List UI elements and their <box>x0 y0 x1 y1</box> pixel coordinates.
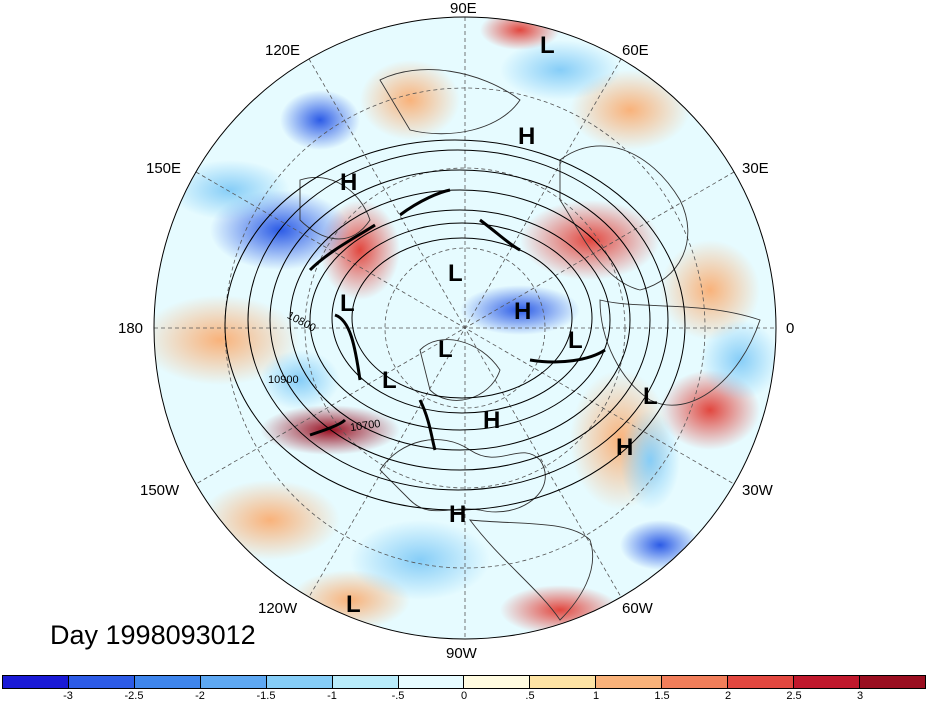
colorbar-swatch <box>200 676 267 688</box>
lon-label-120e: 120E <box>265 42 301 59</box>
pressure-center: L <box>382 367 397 394</box>
colorbar-swatch <box>662 676 729 688</box>
colorbar-tick-label: 3 <box>856 690 864 702</box>
contour-label: 10900 <box>268 374 299 386</box>
pressure-center: H <box>514 298 532 325</box>
pressure-center: L <box>540 32 555 59</box>
colorbar-ticks: -3 -2.5 -2 -1.5 -1 -.5 0 .5 1 1.5 2 2.5 3 <box>0 690 928 702</box>
height-contours <box>224 139 686 511</box>
lon-label-120w: 120W <box>258 600 298 617</box>
colorbar-tick-label: 2 <box>724 690 732 702</box>
lon-label-90w: 90W <box>446 645 477 662</box>
pressure-center: H <box>449 501 467 528</box>
colorbar-swatch <box>398 676 465 688</box>
pressure-center: H <box>483 407 501 434</box>
pressure-center: L <box>568 327 583 354</box>
colorbar-tick-label: .5 <box>525 690 535 702</box>
lon-label-0: 0 <box>786 320 795 337</box>
colorbar-swatch <box>266 676 333 688</box>
colorbar-swatch <box>3 676 69 688</box>
lon-label-180: 180 <box>118 320 144 337</box>
lon-label-90e: 90E <box>450 0 477 17</box>
colorbar-swatch <box>728 676 795 688</box>
colorbar-tick-label: 1.5 <box>654 690 670 702</box>
colorbar-tick-label: -2 <box>195 690 205 702</box>
colorbar-tick-label: -.5 <box>391 690 405 702</box>
map-border <box>153 16 777 640</box>
colorbar-tick-label: 1 <box>592 690 600 702</box>
colorbar-tick-label: 2.5 <box>786 690 802 702</box>
pressure-center: L <box>340 290 355 317</box>
coastlines <box>299 69 761 621</box>
pressure-center: L <box>643 383 658 410</box>
colorbar-tick-label: 0 <box>460 690 468 702</box>
colorbar-tick-label: -1.5 <box>256 690 276 702</box>
lon-label-60w: 60W <box>622 600 653 617</box>
pressure-center: H <box>518 123 536 150</box>
lon-label-150e: 150E <box>146 160 182 177</box>
colorbar-swatch <box>859 676 925 688</box>
lon-label-150w: 150W <box>140 482 180 499</box>
lon-label-60e: 60E <box>622 42 649 59</box>
anomaly-field <box>154 17 776 639</box>
colorbar-swatch <box>464 676 531 688</box>
graticule <box>154 17 776 639</box>
jet-streaks <box>308 188 606 451</box>
pressure-center: H <box>616 434 634 461</box>
colorbar-swatch <box>332 676 399 688</box>
colorbar-tick-label: -3 <box>63 690 73 702</box>
pressure-center: L <box>346 591 361 618</box>
lon-label-30e: 30E <box>742 160 769 177</box>
pressure-center: L <box>438 336 453 363</box>
colorbar <box>2 675 926 689</box>
pressure-center: L <box>448 260 463 287</box>
colorbar-tick-label: -1 <box>327 690 337 702</box>
date-title: Day 1998093012 <box>50 620 256 650</box>
colorbar-swatch <box>134 676 201 688</box>
lon-label-30w: 30W <box>742 482 773 499</box>
pressure-center: H <box>340 169 358 196</box>
colorbar-swatch <box>794 676 860 688</box>
colorbar-tick-label: -2.5 <box>124 690 144 702</box>
colorbar-swatch <box>68 676 135 688</box>
colorbar-swatch <box>530 676 597 688</box>
colorbar-swatch <box>596 676 663 688</box>
